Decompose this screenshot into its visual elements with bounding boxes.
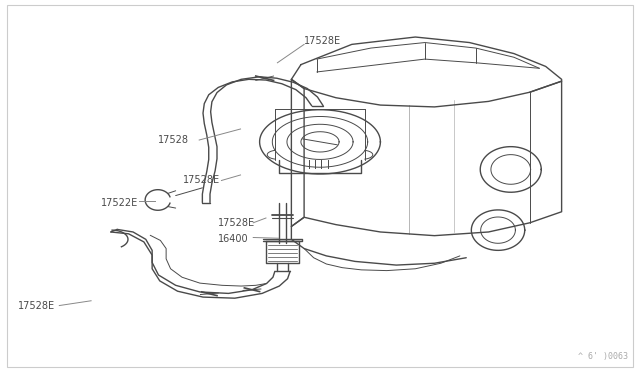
Text: 17528E: 17528E: [18, 301, 55, 311]
Text: 17528E: 17528E: [218, 218, 255, 228]
Text: 16400: 16400: [218, 234, 249, 244]
Text: 17522E: 17522E: [100, 198, 138, 208]
Text: 17528E: 17528E: [183, 176, 220, 186]
Text: 17528E: 17528E: [304, 36, 341, 46]
Text: ^ 6' )0063: ^ 6' )0063: [579, 352, 628, 361]
Text: 17528: 17528: [158, 135, 189, 145]
